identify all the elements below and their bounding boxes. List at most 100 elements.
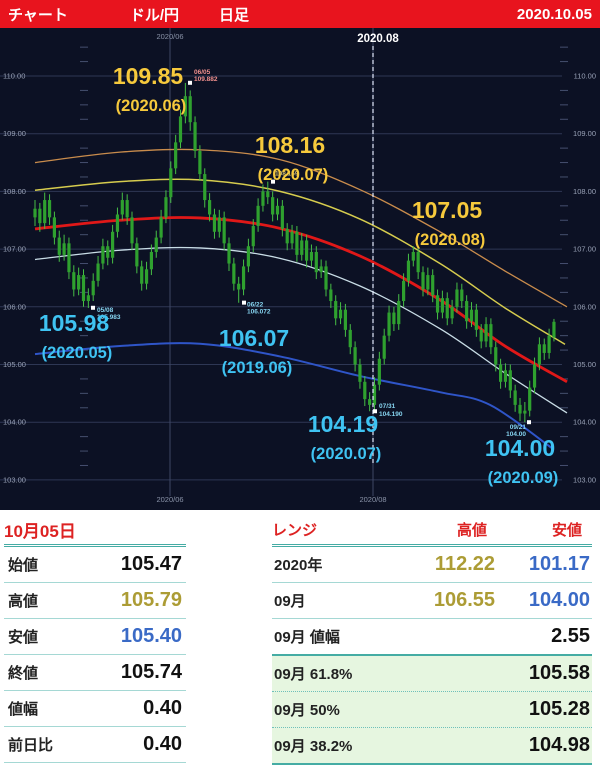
row-high-value: 112.22 bbox=[434, 553, 495, 575]
candle-body bbox=[421, 272, 425, 290]
candle-body bbox=[474, 309, 478, 330]
candle-body bbox=[460, 289, 464, 302]
row-value: 105.58 bbox=[528, 662, 590, 684]
row-value: 2.55 bbox=[551, 625, 590, 647]
candle-body bbox=[363, 381, 367, 400]
row-label: 高値 bbox=[8, 593, 39, 610]
candle-body bbox=[232, 263, 236, 284]
candle-body bbox=[275, 205, 280, 215]
candle-body bbox=[300, 240, 304, 255]
candle-body bbox=[324, 266, 328, 290]
range-table: レンジ 高値 安値 2020年 112.22 101.17 09月 106.55… bbox=[272, 514, 592, 765]
y-axis-label-left: 103.00 bbox=[3, 475, 26, 484]
y-axis-label-left: 107.00 bbox=[3, 245, 26, 254]
candle-body bbox=[188, 96, 192, 123]
candle-body bbox=[334, 301, 338, 319]
candle-body bbox=[198, 151, 202, 175]
y-axis-label-right: 110.00 bbox=[574, 72, 596, 81]
price-annotation: 104.19 bbox=[308, 411, 378, 437]
candle-body bbox=[499, 364, 503, 382]
candle-body bbox=[208, 200, 212, 215]
row-value: 104.98 bbox=[528, 734, 590, 756]
table-row: 09月 61.8% 105.58 bbox=[272, 656, 592, 692]
symbol-label: ドル/円 bbox=[129, 6, 180, 24]
row-value: 105.28 bbox=[528, 698, 590, 720]
candle-body bbox=[411, 251, 415, 261]
current-month-label: 2020.08 bbox=[357, 33, 399, 45]
table-row: 終値 105.74 bbox=[4, 655, 186, 691]
candle-body bbox=[271, 197, 275, 215]
candle-body bbox=[38, 208, 42, 224]
candle-body bbox=[57, 237, 61, 255]
marker-label: 104.190 bbox=[379, 411, 403, 418]
y-axis-label-right: 109.00 bbox=[573, 129, 596, 138]
candle-body bbox=[227, 243, 231, 264]
price-annotation: 104.00 bbox=[485, 435, 555, 461]
table-row: 09月 50% 105.28 bbox=[272, 692, 592, 728]
candle-body bbox=[106, 246, 110, 258]
extreme-marker bbox=[188, 80, 192, 85]
candle-body bbox=[144, 269, 149, 284]
candle-body bbox=[43, 200, 47, 224]
price-annotation: 108.16 bbox=[255, 132, 325, 158]
candle-body bbox=[130, 217, 134, 244]
candle-body bbox=[266, 191, 270, 198]
tables-section: 10月05日 始値 105.47 高値 105.79 安値 105.40 終値 … bbox=[0, 510, 600, 765]
table-row: 2020年 112.22 101.17 bbox=[272, 547, 592, 583]
candle-body bbox=[329, 289, 333, 302]
marker-label: 105.983 bbox=[97, 314, 121, 321]
candle-body bbox=[72, 272, 76, 290]
marker-label: 09/21 bbox=[510, 424, 527, 431]
period-annotation: (2020.08) bbox=[415, 231, 486, 249]
period-annotation: (2019.06) bbox=[222, 359, 293, 377]
table-row: 安値 105.40 bbox=[4, 619, 186, 655]
row-label: 2020年 bbox=[274, 557, 323, 574]
candle-body bbox=[203, 174, 207, 201]
candle-body bbox=[469, 309, 474, 322]
candle-body bbox=[237, 283, 241, 290]
candle-body bbox=[309, 251, 314, 261]
candle-body bbox=[62, 243, 66, 255]
period-annotation: (2020.09) bbox=[488, 469, 559, 487]
candle-body bbox=[542, 344, 546, 353]
candle-body bbox=[455, 289, 459, 307]
candle-body bbox=[343, 309, 347, 330]
candle-body bbox=[33, 208, 37, 218]
marker-label: 05/08 bbox=[97, 307, 114, 314]
y-axis-label-right: 104.00 bbox=[573, 418, 596, 427]
period-annotation: (2020.05) bbox=[42, 344, 113, 362]
candle-body bbox=[479, 329, 483, 342]
period-annotation: (2020.07) bbox=[258, 166, 329, 184]
candle-body bbox=[251, 226, 255, 247]
band-inner-upper bbox=[34, 178, 566, 345]
range-table-header: レンジ 高値 安値 bbox=[272, 514, 592, 547]
candle-body bbox=[81, 275, 86, 302]
candle-body bbox=[67, 243, 71, 273]
candle-body bbox=[489, 324, 493, 348]
candle-body bbox=[532, 364, 537, 388]
candle-body bbox=[101, 246, 105, 264]
candle-body bbox=[47, 200, 52, 218]
row-high-value: 106.55 bbox=[433, 589, 495, 611]
price-annotation: 109.85 bbox=[113, 63, 184, 89]
candle-body bbox=[508, 370, 512, 391]
marker-label: 109.882 bbox=[194, 76, 218, 83]
candle-body bbox=[135, 243, 139, 267]
candle-body bbox=[183, 96, 187, 117]
candle-body bbox=[111, 231, 115, 258]
candle-body bbox=[435, 295, 440, 313]
candle-body bbox=[358, 364, 362, 382]
candle-body bbox=[314, 251, 318, 273]
candle-body bbox=[319, 266, 323, 273]
candle-body bbox=[445, 298, 449, 319]
candle-body bbox=[450, 306, 454, 319]
candle-body bbox=[174, 142, 178, 169]
candle-body bbox=[552, 321, 556, 338]
candle-body bbox=[285, 228, 289, 244]
candle-body bbox=[382, 335, 386, 359]
candle-body bbox=[503, 370, 508, 382]
price-annotation: 106.07 bbox=[219, 325, 289, 351]
candle-body bbox=[537, 344, 541, 365]
candle-body bbox=[140, 266, 144, 284]
extreme-marker bbox=[373, 409, 377, 414]
